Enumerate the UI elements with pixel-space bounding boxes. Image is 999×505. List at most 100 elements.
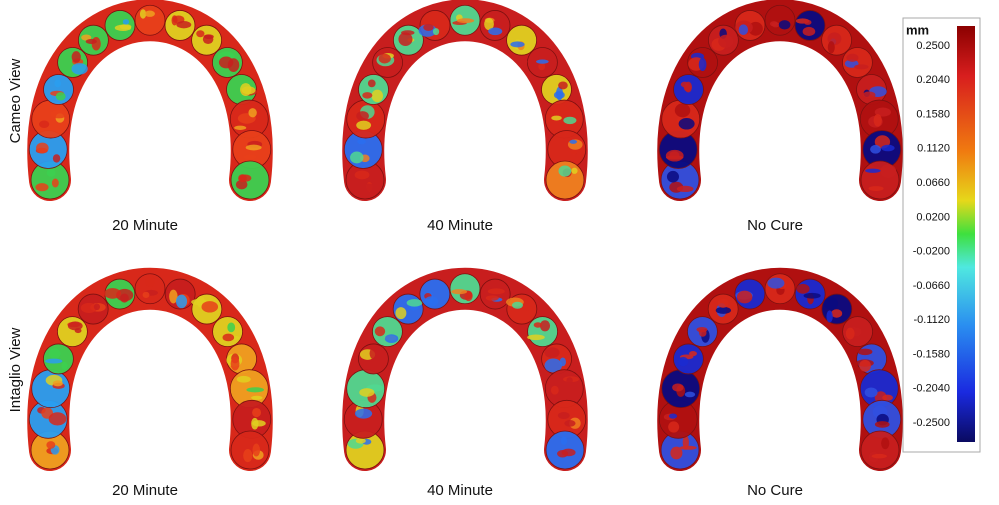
tooth-patch	[527, 335, 545, 341]
tooth-patch	[699, 58, 707, 71]
tooth-patch	[564, 420, 575, 427]
tooth-patch	[512, 302, 523, 309]
tooth-patch	[739, 24, 748, 35]
arch	[29, 5, 271, 199]
tooth-patch	[451, 289, 467, 294]
tooth-patch	[201, 301, 218, 312]
tooth-patch	[243, 449, 252, 462]
tooth-patch	[379, 54, 391, 64]
tooth-patch	[666, 150, 684, 162]
tooth	[861, 431, 899, 469]
tooth-patch	[831, 309, 842, 318]
tooth-patch	[559, 166, 572, 177]
tooth-patch	[457, 18, 474, 23]
panel-caption: No Cure	[747, 482, 803, 499]
tooth-patch	[675, 103, 690, 117]
tooth-patch	[86, 39, 97, 44]
tooth-patch	[362, 92, 372, 98]
tooth-patch	[104, 288, 121, 299]
tooth-patch	[859, 360, 871, 372]
tooth-patch	[716, 307, 731, 314]
tooth-patch	[370, 347, 378, 359]
tooth-patch	[551, 116, 562, 121]
tooth-patch	[677, 186, 694, 192]
tooth-patch	[865, 387, 878, 397]
tooth-patch	[737, 291, 752, 304]
arch	[344, 5, 586, 199]
tooth-patch	[203, 35, 214, 44]
tooth-patch	[359, 388, 374, 397]
tooth-patch	[554, 91, 565, 99]
tooth	[507, 25, 537, 55]
tooth-patch	[227, 322, 235, 332]
colorbar-tick-label: 0.0200	[916, 211, 950, 223]
tooth-patch	[407, 299, 423, 307]
tooth-patch	[72, 51, 81, 63]
tooth-patch	[881, 145, 894, 152]
tooth-patch	[561, 437, 567, 445]
tooth-patch	[870, 145, 881, 154]
tooth-patch	[685, 392, 695, 398]
tooth-patch	[679, 118, 695, 129]
arch	[29, 274, 271, 469]
tooth-patch	[558, 412, 570, 419]
tooth-patch	[196, 30, 204, 37]
tooth-patch	[804, 20, 811, 25]
tooth-patch	[237, 376, 251, 383]
tooth-patch	[356, 111, 369, 121]
tooth-patch	[858, 349, 873, 356]
tooth	[822, 294, 852, 324]
tooth-patch	[828, 41, 835, 53]
tooth-patch	[544, 347, 559, 358]
tooth-patch	[45, 359, 62, 364]
tooth-patch	[804, 293, 821, 299]
tooth-patch	[39, 120, 49, 128]
tooth-patch	[510, 41, 524, 47]
tooth-patch	[252, 444, 260, 457]
tooth-patch	[880, 164, 896, 178]
tooth-patch	[869, 186, 884, 191]
tooth-patch	[846, 54, 858, 62]
panel-caption: 20 Minute	[112, 217, 178, 234]
tooth-patch	[672, 384, 683, 392]
tooth-patch	[145, 276, 155, 287]
colorbar-tick-label: -0.0660	[913, 280, 950, 292]
tooth-patch	[875, 421, 890, 428]
tooth-patch	[246, 145, 262, 151]
tooth-patch	[534, 322, 542, 327]
tooth-patch	[678, 357, 688, 366]
tooth-patch	[571, 150, 577, 154]
tooth-patch	[563, 117, 576, 124]
tooth-patch	[522, 306, 533, 310]
row-label: Cameo View	[7, 58, 24, 143]
tooth-patch	[120, 294, 129, 303]
tooth-patch	[826, 310, 832, 322]
tooth-patch	[854, 64, 868, 69]
arch	[344, 274, 586, 469]
tooth-patch	[557, 450, 568, 457]
arch	[659, 5, 901, 199]
tooth-patch	[246, 387, 264, 392]
tooth-patch	[47, 168, 56, 176]
colorbar-tick-label: 0.2040	[916, 74, 950, 86]
tooth-patch	[865, 169, 880, 173]
tooth-patch	[355, 409, 372, 419]
tooth-patch	[433, 28, 439, 35]
tooth-patch	[699, 329, 707, 337]
tooth-patch	[669, 414, 677, 419]
tooth-patch	[718, 35, 733, 48]
tooth	[43, 344, 73, 374]
tooth-patch	[558, 82, 568, 90]
tooth-patch	[571, 168, 577, 174]
tooth	[765, 5, 795, 35]
tooth-patch	[670, 447, 682, 460]
tooth-patch	[123, 19, 129, 25]
colorbar-tick-label: -0.2500	[913, 417, 950, 429]
colorbar-tick-label: -0.1580	[913, 348, 950, 360]
colorbar-tick-label: 0.1580	[916, 108, 950, 120]
tooth-patch	[863, 91, 876, 98]
colorbar-tick-label: 0.1120	[917, 143, 950, 155]
tooth-patch	[53, 154, 60, 162]
tooth-patch	[238, 174, 247, 182]
tooth-patch	[53, 380, 63, 386]
